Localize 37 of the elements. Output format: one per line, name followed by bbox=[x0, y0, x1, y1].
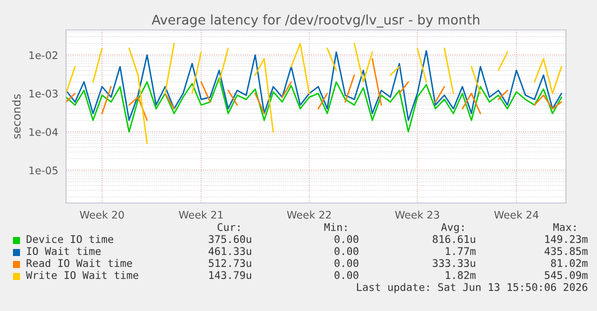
text: 545.09m bbox=[544, 271, 588, 280]
text: 512.73u bbox=[208, 259, 252, 268]
text: 0.00 bbox=[334, 259, 358, 268]
chart-title: Average latency for /dev/rootvg/lv_usr - by month bbox=[152, 14, 480, 28]
text: 0.00 bbox=[334, 235, 358, 244]
text: Cur: bbox=[218, 223, 240, 232]
text: Avg: bbox=[441, 223, 464, 234]
legend-label: Read IO Wait time bbox=[26, 258, 132, 268]
text: Last update: Sat Jun 13 15:50:06 2026 bbox=[357, 282, 588, 294]
legend-label: Device IO time bbox=[26, 234, 114, 244]
text: 149.23m bbox=[545, 235, 588, 244]
text: 1.77m bbox=[446, 247, 476, 255]
text: 435.85m bbox=[544, 247, 588, 256]
y-tick-label: 1e-04 bbox=[29, 128, 58, 136]
x-tick-label: Week 20 bbox=[80, 210, 124, 219]
text: 1.82m bbox=[446, 271, 476, 280]
text: 816.61u bbox=[432, 235, 476, 244]
x-tick-label: Week 24 bbox=[494, 210, 538, 219]
x-tick-label: Week 23 bbox=[395, 210, 440, 219]
y-axis-title: seconds bbox=[12, 94, 21, 139]
text: Max: bbox=[553, 223, 576, 232]
text: 0.00 bbox=[334, 271, 358, 280]
line-series bbox=[66, 77, 562, 133]
x-tick-label: Week 22 bbox=[287, 210, 331, 219]
y-tick-label: 1e-03 bbox=[29, 90, 58, 98]
text: 0.00 bbox=[334, 247, 358, 256]
text: 333.33u bbox=[432, 259, 476, 268]
legend-label: Write IO Wait time bbox=[26, 270, 138, 280]
text: 81.02m bbox=[551, 259, 588, 268]
text: 461.33u bbox=[208, 247, 252, 256]
text: Min: bbox=[324, 222, 346, 231]
legend-label: IO Wait time bbox=[27, 246, 101, 256]
text: 375.60u bbox=[208, 235, 252, 244]
text: 143.79u bbox=[209, 271, 252, 280]
y-tick-label: 1e-05 bbox=[29, 166, 58, 174]
x-tick-label: Week 21 bbox=[178, 210, 223, 219]
y-tick-label: 1e-02 bbox=[29, 51, 58, 60]
